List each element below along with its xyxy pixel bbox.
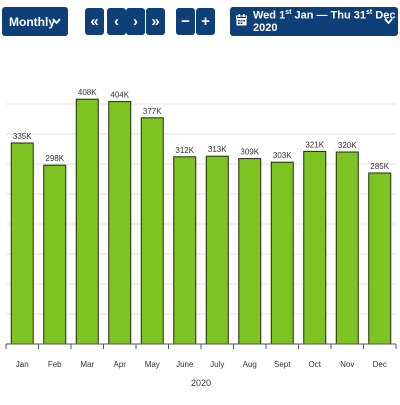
data-label: 312K	[175, 146, 194, 155]
data-label: 377K	[143, 107, 162, 116]
bar	[173, 156, 197, 345]
bar	[368, 172, 392, 345]
x-tick-label: Feb	[48, 360, 62, 369]
calendar-icon	[236, 14, 247, 29]
bar-chart: 335K Jan 298K Feb 408K Mar 404K Apr 377K May 312K J…	[0, 44, 400, 400]
last-period-button[interactable]: »	[146, 8, 165, 35]
date-range-dropdown[interactable]: Wed 1st Jan — Thu 31st Dec 2020	[230, 7, 398, 36]
period-dropdown[interactable]: Monthly	[2, 7, 68, 36]
data-label: 313K	[208, 145, 227, 154]
x-tick-label: Apr	[114, 360, 127, 369]
bar	[270, 161, 294, 345]
data-label: 285K	[370, 162, 389, 171]
x-tick-label: July	[210, 360, 224, 369]
date-range-label: Wed 1st Jan — Thu 31st Dec 2020	[253, 9, 396, 34]
chevron-left-icon: ‹	[114, 13, 119, 30]
x-tick-label: Nov	[340, 360, 354, 369]
zoom-in-button[interactable]: +	[196, 8, 215, 35]
data-label: 303K	[273, 151, 292, 160]
bar	[303, 150, 327, 345]
bar	[238, 158, 262, 345]
period-label: Monthly	[9, 14, 55, 29]
bar	[205, 155, 229, 345]
x-tick-label: Dec	[373, 360, 387, 369]
chevron-down-icon	[52, 15, 61, 30]
double-chevron-right-icon: »	[151, 13, 160, 30]
x-tick-label: June	[176, 360, 194, 369]
x-tick-label: Sept	[274, 360, 291, 369]
x-tick-label: Jan	[16, 360, 29, 369]
bar	[43, 164, 67, 345]
bar-chart-svg: 335K Jan 298K Feb 408K Mar 404K Apr 377K May 312K J…	[5, 88, 397, 388]
data-label: 408K	[78, 88, 97, 97]
data-label: 320K	[338, 141, 357, 150]
first-period-button[interactable]: «	[85, 8, 104, 35]
zoom-out-button[interactable]: −	[176, 8, 195, 35]
next-period-button[interactable]: ›	[126, 8, 145, 35]
data-label: 321K	[305, 140, 324, 149]
bar	[335, 151, 359, 345]
x-tick-label: May	[145, 360, 160, 369]
previous-period-button[interactable]: ‹	[107, 8, 126, 35]
minus-icon: −	[181, 13, 190, 30]
x-tick-label: Aug	[243, 360, 257, 369]
double-chevron-left-icon: «	[90, 13, 99, 30]
chevron-right-icon: ›	[133, 13, 138, 30]
bar	[75, 98, 99, 345]
x-tick-label: Mar	[80, 360, 94, 369]
data-label: 309K	[240, 148, 259, 157]
bar	[108, 101, 132, 345]
data-label: 404K	[110, 91, 129, 100]
x-tick-label: Oct	[309, 360, 322, 369]
bar	[10, 142, 34, 345]
x-axis-title: 2020	[191, 378, 211, 388]
data-label: 298K	[45, 154, 64, 163]
chevron-down-icon	[384, 15, 393, 30]
plus-icon: +	[201, 13, 210, 30]
bar	[140, 117, 164, 345]
data-label: 335K	[13, 132, 32, 141]
toolbar: Monthly « ‹ › » − + Wed 1st Jan — Thu 31…	[0, 0, 400, 44]
